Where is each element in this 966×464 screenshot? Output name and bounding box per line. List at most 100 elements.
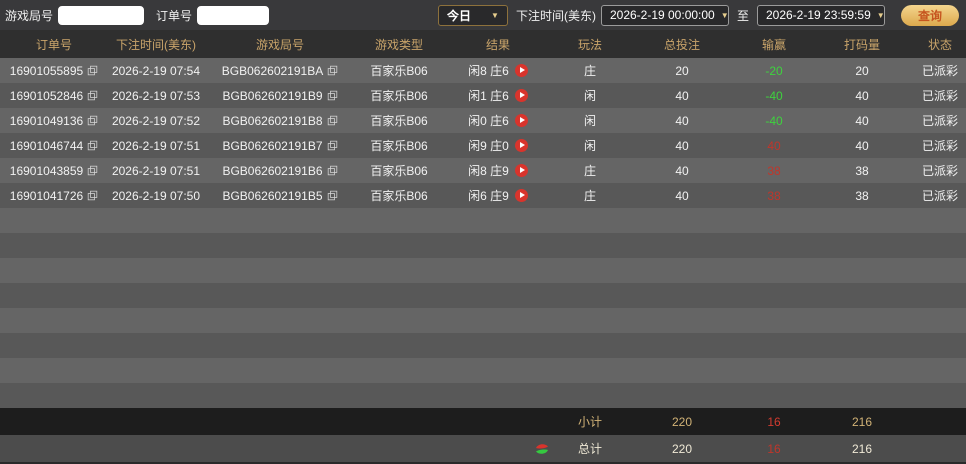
turnover-cell: 40 [855, 88, 869, 103]
empty-row [0, 208, 966, 233]
status-cell: 已派彩 [921, 189, 958, 203]
round-no: BGB062602191BA [221, 63, 324, 78]
col-header-turnover: 打码量 [810, 30, 914, 58]
table-row: 16901041726 2026-2-19 07:50 BGB062602191B5… [0, 183, 966, 208]
period-select-value: 今日 [446, 8, 471, 23]
subtotal-win-loss: 16 [738, 408, 810, 435]
bet-time-cell: 2026-2-19 07:54 [111, 63, 201, 78]
round-no-cell: BGB062602191B7 [204, 133, 356, 158]
order-no: 16901052846 [9, 88, 84, 103]
round-no-cell: BGB062602191B9 [204, 83, 356, 108]
total-label: 总计 [554, 435, 626, 462]
total-bet-cell: 40 [675, 188, 689, 203]
win-loss-cell: 38 [767, 163, 781, 178]
empty-row [0, 283, 966, 308]
sync-refresh-icon[interactable] [534, 442, 550, 456]
subtotal-turnover: 216 [810, 408, 914, 435]
empty-row [0, 383, 966, 408]
play-cell: 庄 [583, 189, 596, 203]
play-icon[interactable] [514, 64, 528, 77]
round-no: BGB062602191B7 [222, 138, 323, 153]
copy-icon[interactable] [327, 90, 338, 101]
order-no-cell: 16901046744 [0, 133, 108, 158]
play-icon[interactable] [514, 139, 528, 152]
subtotal-row: 小计 220 16 216 [0, 408, 966, 435]
status-cell: 已派彩 [921, 164, 958, 178]
query-button[interactable]: 查询 [900, 4, 959, 26]
bet-records-table: 订单号 下注时间(美东) 游戏局号 游戏类型 结果 玩法 总投注 输赢 打码量 … [0, 30, 966, 462]
col-header-result: 结果 [442, 30, 554, 58]
date-to-value: 2026-2-19 23:59:59 [765, 8, 871, 22]
win-loss-cell: -40 [765, 113, 783, 128]
order-no-cell: 16901052846 [0, 83, 108, 108]
play-cell: 闲 [583, 114, 596, 128]
round-no-cell: BGB062602191B6 [204, 158, 356, 183]
sync-icon-cell [442, 435, 554, 462]
result-text: 闲8 庄9 [468, 164, 509, 178]
empty-row [0, 233, 966, 258]
order-no-cell: 16901055895 [0, 58, 108, 83]
order-no-input[interactable] [197, 5, 270, 25]
result-cell: 闲6 庄9 [442, 183, 554, 208]
result-cell: 闲0 庄6 [442, 108, 554, 133]
order-no-cell: 16901049136 [0, 108, 108, 133]
copy-icon[interactable] [327, 165, 338, 176]
bet-time-cell: 2026-2-19 07:51 [111, 163, 201, 178]
status-cell: 已派彩 [921, 64, 958, 78]
game-type-cell: 百家乐B06 [370, 139, 428, 153]
copy-icon[interactable] [87, 65, 98, 76]
result-cell: 闲8 庄9 [442, 158, 554, 183]
game-type-cell: 百家乐B06 [370, 164, 428, 178]
copy-icon[interactable] [327, 115, 338, 126]
result-cell: 闲1 庄6 [442, 83, 554, 108]
round-no: BGB062602191B6 [222, 163, 323, 178]
play-icon[interactable] [514, 189, 528, 202]
order-no: 16901041726 [9, 188, 84, 203]
total-turnover: 216 [810, 435, 914, 462]
copy-icon[interactable] [87, 165, 98, 176]
date-to-select[interactable]: 2026-2-19 23:59:59 ▼ [756, 4, 885, 26]
empty-row [0, 258, 966, 283]
copy-icon[interactable] [327, 190, 338, 201]
order-no: 16901046744 [9, 138, 84, 153]
col-header-round-no: 游戏局号 [204, 30, 356, 58]
turnover-cell: 40 [855, 113, 869, 128]
play-cell: 闲 [583, 89, 596, 103]
col-header-status: 状态 [914, 30, 966, 58]
copy-icon[interactable] [327, 65, 338, 76]
total-bet-cell: 40 [675, 88, 689, 103]
turnover-cell: 38 [855, 163, 869, 178]
result-text: 闲9 庄0 [468, 139, 509, 153]
play-icon[interactable] [514, 164, 528, 177]
date-from-select[interactable]: 2026-2-19 00:00:00 ▼ [600, 4, 729, 26]
order-no: 16901043859 [9, 163, 84, 178]
table-row: 16901052846 2026-2-19 07:53 BGB062602191B9… [0, 83, 966, 108]
result-text: 闲6 庄9 [468, 189, 509, 203]
win-loss-cell: -40 [765, 88, 783, 103]
empty-row [0, 358, 966, 383]
turnover-cell: 40 [855, 138, 869, 153]
copy-icon[interactable] [327, 140, 338, 151]
col-header-order-no: 订单号 [0, 30, 108, 58]
turnover-cell: 20 [855, 63, 869, 78]
round-no-cell: BGB062602191B8 [204, 108, 356, 133]
play-icon[interactable] [514, 89, 528, 102]
result-text: 闲8 庄6 [468, 64, 509, 78]
round-no: BGB062602191B5 [222, 188, 323, 203]
total-total-bet: 220 [626, 435, 738, 462]
copy-icon[interactable] [87, 190, 98, 201]
bet-time-label: 下注时间(美东) [515, 8, 596, 23]
play-icon[interactable] [514, 114, 528, 127]
copy-icon[interactable] [87, 90, 98, 101]
table-body: 16901055895 2026-2-19 07:54 BGB062602191BA… [0, 58, 966, 408]
game-round-input[interactable] [58, 5, 145, 25]
copy-icon[interactable] [87, 140, 98, 151]
total-bet-cell: 40 [675, 163, 689, 178]
total-empty [0, 435, 442, 462]
copy-icon[interactable] [87, 115, 98, 126]
total-win-loss: 16 [738, 435, 810, 462]
game-round-label: 游戏局号 [5, 8, 54, 23]
order-no-label: 订单号 [156, 8, 193, 23]
period-select[interactable]: 今日 ▼ [437, 4, 508, 26]
table-row: 16901049136 2026-2-19 07:52 BGB062602191B8… [0, 108, 966, 133]
